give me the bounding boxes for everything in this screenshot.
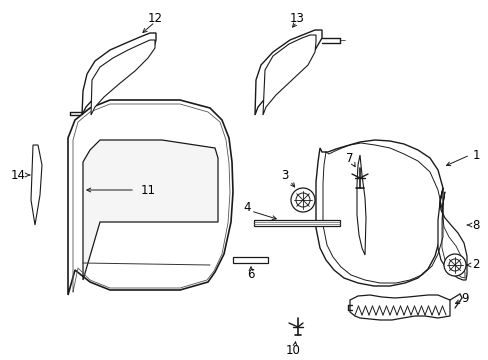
Text: 7: 7 bbox=[346, 152, 353, 165]
Polygon shape bbox=[349, 295, 449, 320]
Polygon shape bbox=[315, 140, 442, 286]
Text: 8: 8 bbox=[471, 219, 479, 231]
Text: 1: 1 bbox=[471, 149, 479, 162]
Polygon shape bbox=[356, 155, 365, 255]
Text: 3: 3 bbox=[281, 168, 288, 181]
Circle shape bbox=[443, 254, 465, 276]
Polygon shape bbox=[31, 145, 42, 225]
Polygon shape bbox=[254, 30, 321, 115]
Polygon shape bbox=[253, 220, 339, 226]
Circle shape bbox=[448, 259, 460, 271]
Text: 6: 6 bbox=[247, 269, 254, 282]
Polygon shape bbox=[91, 40, 155, 115]
Polygon shape bbox=[82, 33, 156, 115]
Text: 9: 9 bbox=[460, 292, 468, 305]
Text: 4: 4 bbox=[243, 201, 250, 213]
Polygon shape bbox=[437, 188, 466, 280]
Circle shape bbox=[295, 193, 309, 207]
Text: 12: 12 bbox=[147, 12, 162, 24]
Text: 14: 14 bbox=[10, 168, 25, 181]
Text: 11: 11 bbox=[140, 184, 155, 197]
Text: 2: 2 bbox=[471, 258, 479, 271]
Polygon shape bbox=[68, 100, 232, 295]
Text: 10: 10 bbox=[285, 343, 300, 356]
Polygon shape bbox=[263, 35, 315, 115]
Polygon shape bbox=[83, 140, 218, 280]
Text: 13: 13 bbox=[289, 12, 304, 24]
Polygon shape bbox=[232, 257, 267, 263]
Circle shape bbox=[290, 188, 314, 212]
